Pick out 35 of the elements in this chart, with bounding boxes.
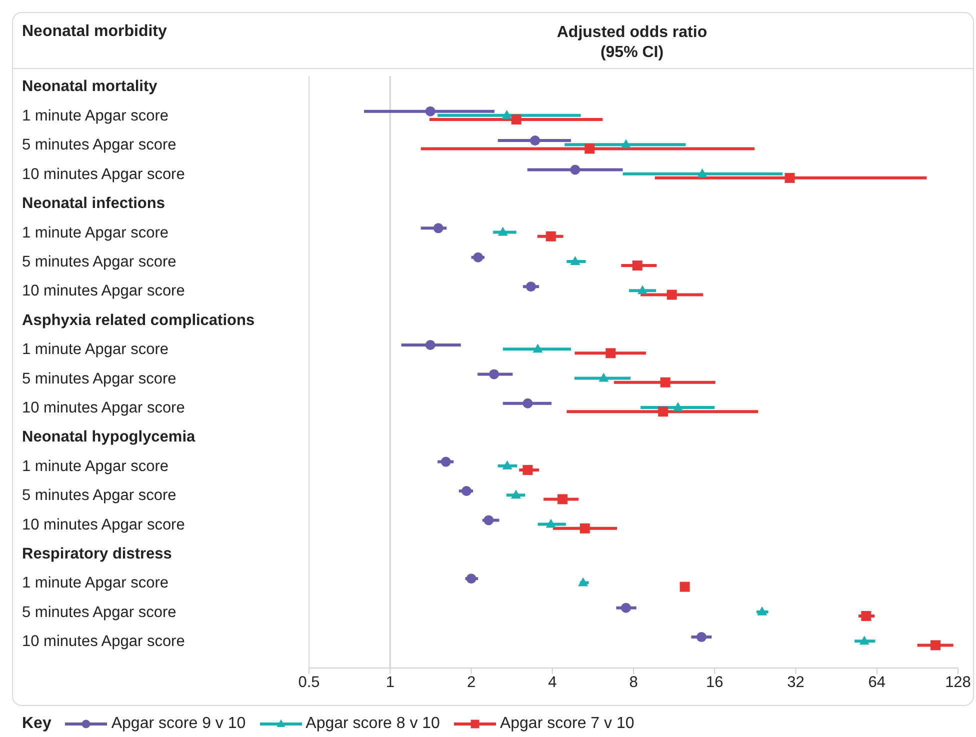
legend-label: Apgar score 8 v 10 [306,715,440,733]
x-tick-label: 1 [386,674,394,692]
y-tick-label: 10 minutes Apgar score [22,516,185,534]
x-tick-label: 16 [706,674,724,692]
y-tick-label: Neonatal mortality [22,78,158,96]
y-tick-label: Asphyxia related complications [22,312,255,329]
x-tick-label: 0.5 [298,674,320,692]
y-tick-label: 10 minutes Apgar score [22,282,185,300]
y-tick-label: 1 minute Apgar score [22,107,168,124]
y-tick-label: Neonatal infections [22,195,165,212]
y-tick-label: 1 minute Apgar score [22,341,168,358]
y-tick-label: 1 minute Apgar score [22,458,168,475]
y-tick-label: 10 minutes Apgar score [22,399,185,416]
x-axis-title: Adjusted odds ratio (95% CI) [556,23,708,63]
x-tick-label: 2 [466,674,476,692]
y-tick-label: 5 minutes Apgar score [22,136,176,154]
y-tick-label: 1 minute Apgar score [22,574,168,592]
x-tick-label: 4 [548,674,558,692]
y-tick-label: 5 minutes Apgar score [22,370,176,388]
y-tick-label: Respiratory distress [22,546,172,563]
x-tick-label: 32 [787,674,804,692]
x-tick-label: 64 [868,674,886,692]
y-axis-title: Neonatal morbidity [22,23,167,41]
x-tick-label: 8 [629,674,638,692]
legend-title: Key [22,715,52,733]
y-tick-label: 10 minutes Apgar score [22,633,185,650]
y-tick-label: 1 minute Apgar score [22,224,168,242]
legend-label: Apgar score 7 v 10 [500,715,634,733]
x-tick-label: 128 [945,674,971,692]
y-tick-label: 5 minutes Apgar score [22,253,176,270]
y-tick-label: 5 minutes Apgar score [22,604,176,621]
y-tick-label: 5 minutes Apgar score [22,487,176,504]
y-tick-label: 10 minutes Apgar score [22,166,185,183]
legend-label: Apgar score 9 v 10 [111,715,246,733]
y-tick-label: Neonatal hypoglycemia [22,428,196,446]
